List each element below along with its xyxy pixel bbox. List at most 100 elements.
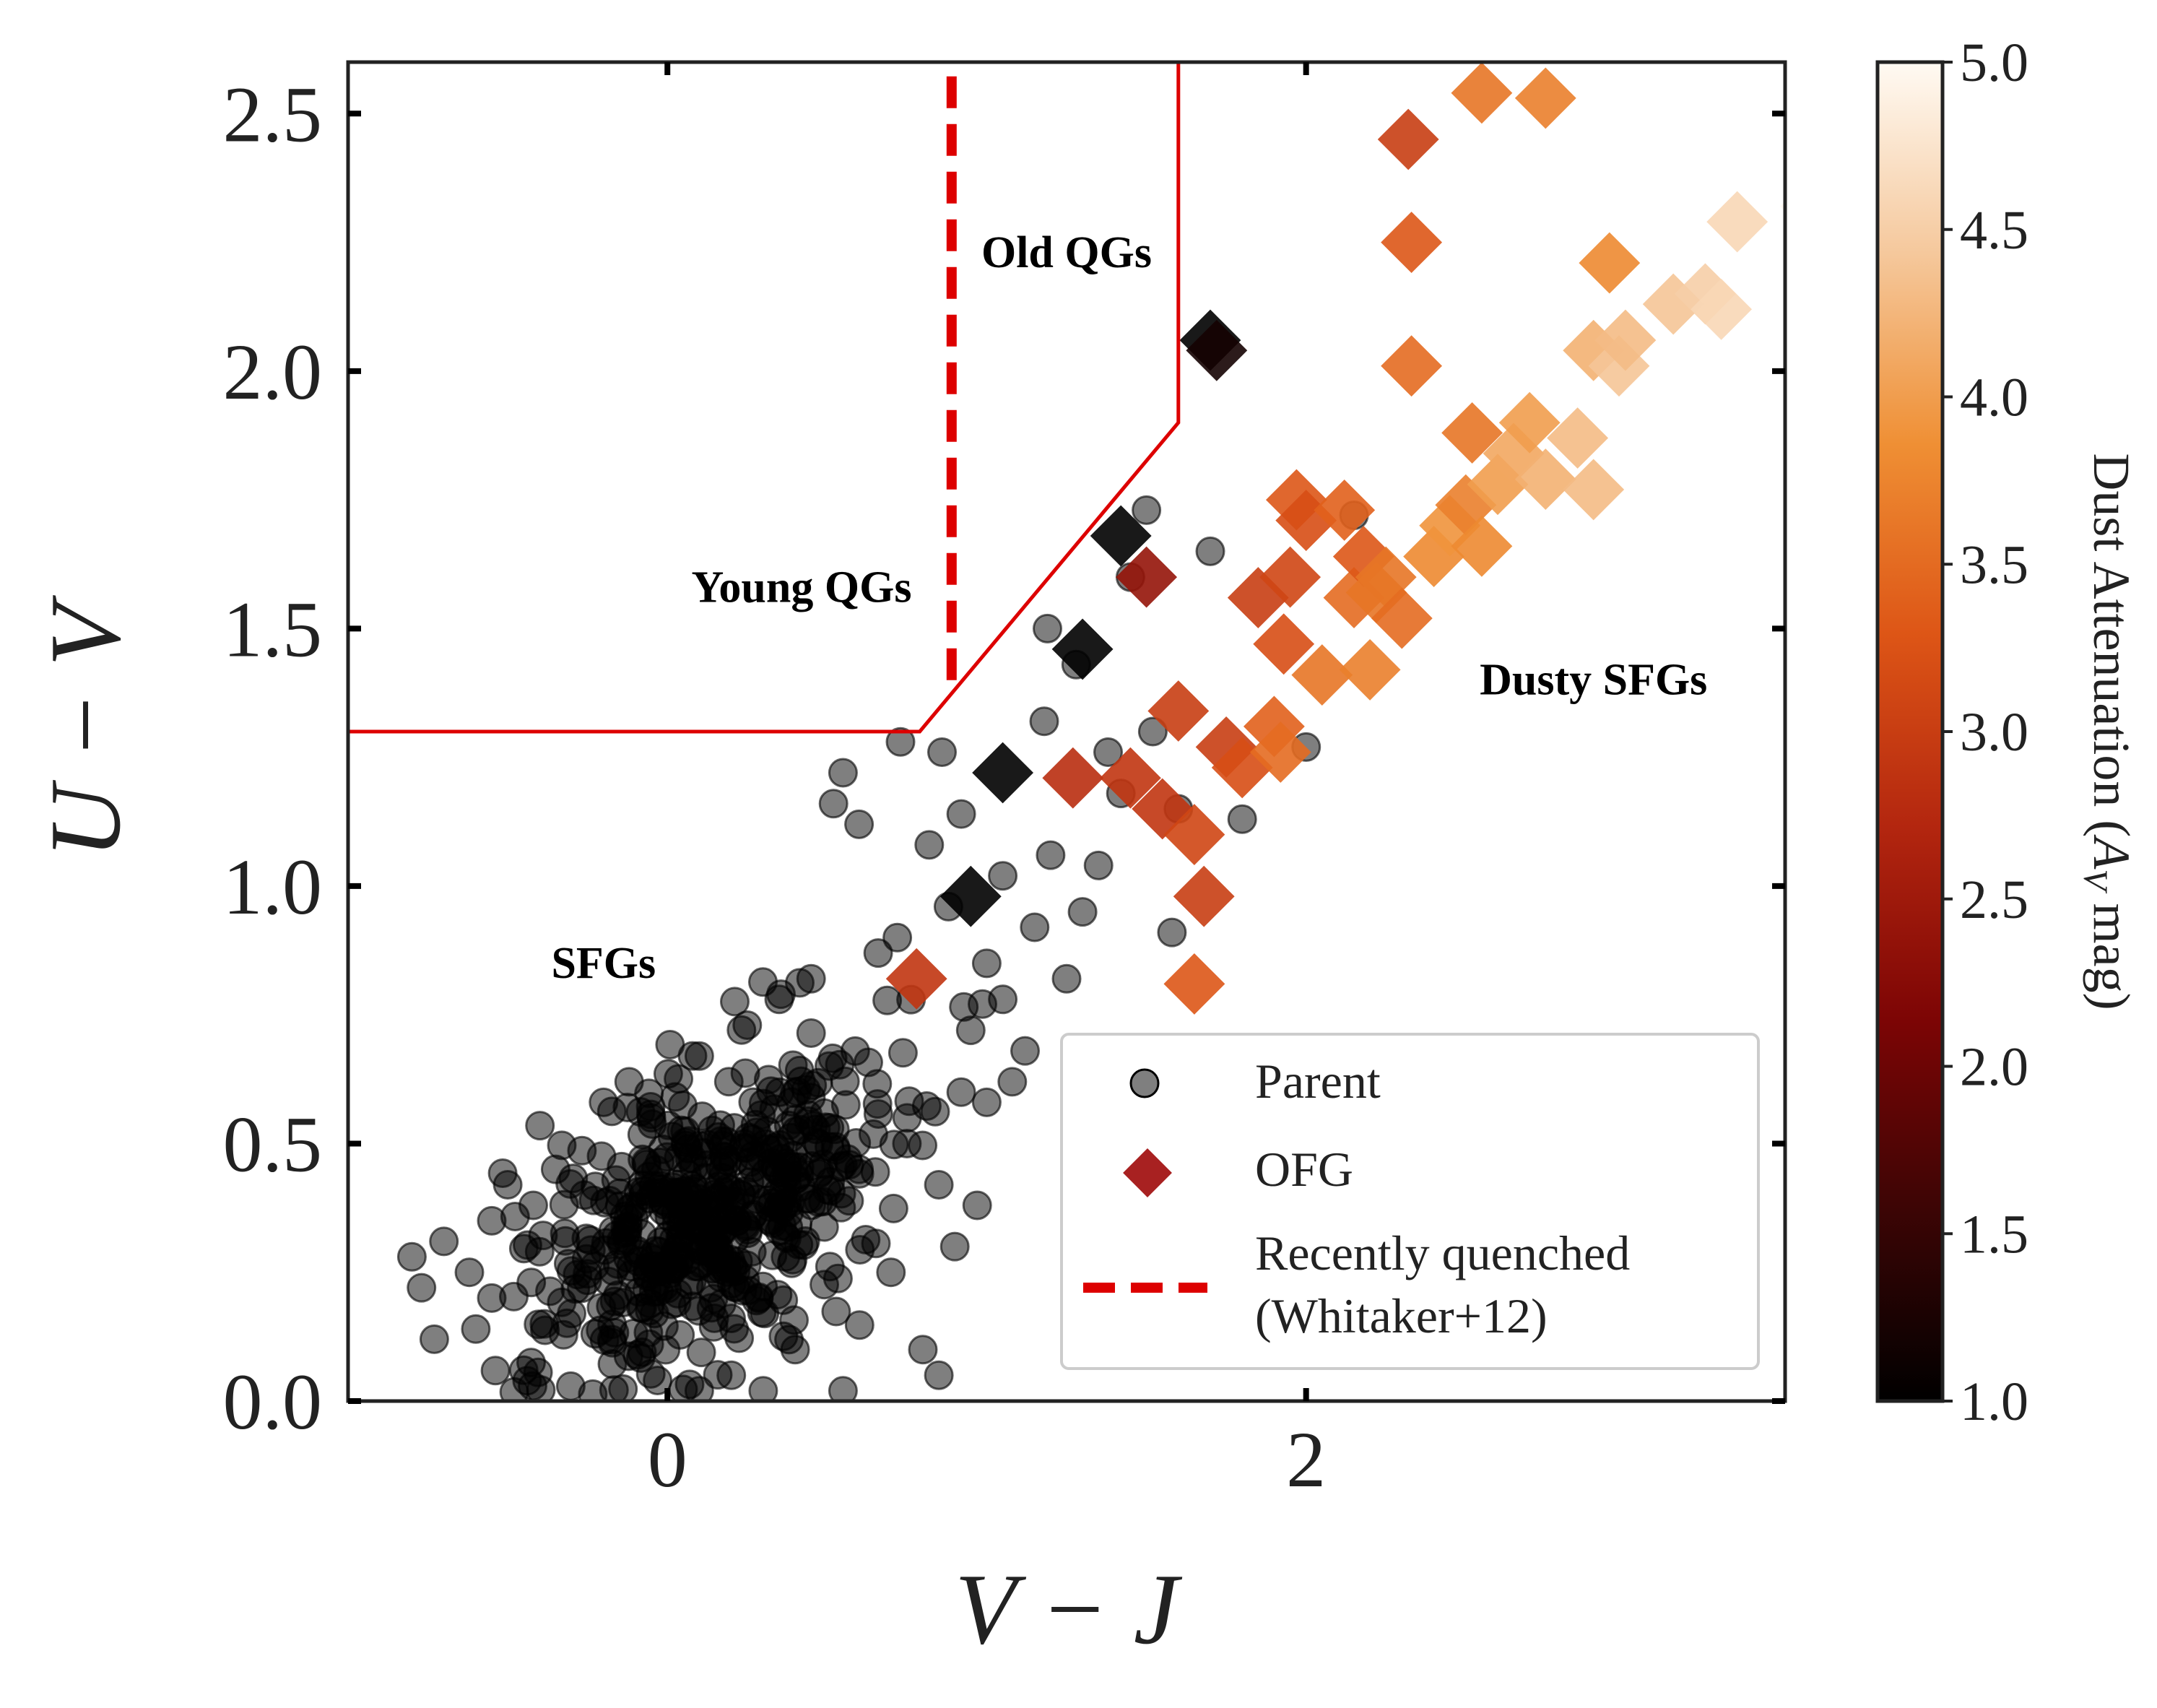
parent-point: [828, 758, 858, 788]
x-tick-label: 2: [1286, 1416, 1326, 1504]
parent-point: [946, 1077, 976, 1107]
colorbar-tick-label: 2.5: [1960, 870, 2028, 930]
parent-point: [872, 985, 903, 1015]
y-tick-label: 1.0: [223, 843, 323, 931]
parent-point: [1195, 536, 1225, 566]
ofg-point: [1547, 407, 1609, 469]
parent-point: [924, 1360, 954, 1390]
legend-ofg-label: OFG: [1255, 1142, 1353, 1197]
y-axis-title: U − V: [30, 595, 142, 859]
parent-point: [1033, 613, 1062, 643]
parent-point: [796, 1018, 826, 1048]
parent-point: [677, 1041, 708, 1071]
parent-point: [858, 1119, 888, 1149]
parent-point: [525, 1111, 555, 1141]
parent-point: [722, 1206, 752, 1236]
parent-point: [860, 1157, 890, 1187]
parent-point: [499, 1281, 529, 1312]
parent-point: [419, 1324, 449, 1354]
parent-point: [686, 1338, 716, 1368]
parent-point: [1227, 804, 1257, 834]
parent-point: [461, 1314, 491, 1344]
colorbar-tick-label: 1.0: [1960, 1371, 2028, 1432]
colorbar-tick-label: 1.5: [1960, 1204, 2028, 1265]
parent-point: [949, 992, 979, 1022]
ofg-point: [1691, 278, 1753, 340]
parent-point: [818, 789, 849, 819]
parent-point: [571, 1223, 602, 1254]
parent-point: [703, 1171, 734, 1202]
colorbar-title: Dust Attenuation (AV mag): [2076, 453, 2140, 1010]
region-label-sfgs: SFGs: [551, 939, 656, 988]
y-tick-label: 2.5: [223, 70, 323, 158]
parent-point: [1010, 1036, 1040, 1066]
parent-point: [833, 1144, 863, 1174]
parent-point: [878, 1193, 908, 1223]
parent-point: [1093, 737, 1123, 767]
y-tick-label: 1.5: [223, 585, 323, 673]
parent-point: [1067, 897, 1098, 927]
parent-point: [908, 1130, 938, 1161]
parent-point: [597, 1349, 628, 1379]
colorbar-tick-label: 4.5: [1960, 200, 2028, 261]
plot-frame: [346, 60, 1787, 1403]
parent-point: [988, 861, 1018, 891]
parent-point: [821, 1296, 851, 1327]
parent-point: [499, 1377, 529, 1401]
parent-point: [1083, 850, 1114, 880]
parent-point: [781, 1116, 811, 1146]
parent-point: [764, 1215, 794, 1246]
parent-point: [635, 1099, 666, 1130]
parent-point: [882, 922, 913, 953]
parent-point: [815, 1252, 845, 1282]
ofg-point: [1706, 191, 1768, 253]
colorbar-tick-label: 5.0: [1960, 32, 2028, 93]
parent-point: [1137, 716, 1168, 747]
parent-point: [924, 1170, 954, 1200]
colorbar: [1875, 60, 1945, 1403]
parent-point: [578, 1379, 608, 1401]
parent-point: [914, 830, 945, 860]
parent-point: [768, 1321, 799, 1351]
parent-point: [1132, 495, 1162, 525]
parent-point: [612, 1216, 643, 1247]
legend: Parent OFG Recently quenched (Whitaker+1…: [1060, 1033, 1760, 1370]
parent-point: [908, 1335, 938, 1365]
parent-point: [1020, 912, 1050, 942]
parent-point: [1157, 917, 1187, 948]
parent-point: [845, 1235, 875, 1265]
x-tick-label: 0: [648, 1416, 687, 1504]
colorbar-tick-label: 4.0: [1960, 368, 2028, 428]
parent-point: [429, 1226, 459, 1257]
y-tick-label: 2.0: [223, 328, 323, 416]
parent-point: [1036, 840, 1066, 870]
legend-box: [1060, 1033, 1760, 1370]
parent-point: [724, 1323, 755, 1353]
parent-point: [668, 1374, 698, 1401]
ofg-point: [1594, 309, 1657, 371]
parent-point: [407, 1273, 437, 1303]
parent-point: [608, 1374, 638, 1401]
x-axis-title: V − J: [955, 1553, 1182, 1665]
quiescent-boundary-line: [348, 62, 1181, 734]
ofg-point: [1498, 391, 1561, 454]
parent-point: [785, 968, 815, 998]
parent-point: [454, 1257, 485, 1288]
parent-point: [664, 1064, 694, 1094]
parent-point: [487, 1158, 518, 1188]
parent-point: [887, 1038, 918, 1068]
y-axis-ticks: 0.0 0.5 1.0 1.5 2.0 2.5: [223, 70, 1785, 1446]
parent-point: [586, 1141, 617, 1171]
parent-point: [939, 1231, 970, 1262]
parent-point: [547, 1287, 577, 1317]
parent-point: [750, 1158, 781, 1189]
parent-point: [748, 1376, 778, 1401]
parent-point: [547, 1130, 577, 1161]
legend-parent-label: Parent: [1255, 1054, 1381, 1109]
parent-point: [635, 1288, 665, 1319]
parent-point: [648, 1251, 679, 1281]
parent-point: [555, 1169, 586, 1199]
parent-point: [586, 1293, 617, 1323]
legend-ofg-marker: [1123, 1148, 1172, 1197]
